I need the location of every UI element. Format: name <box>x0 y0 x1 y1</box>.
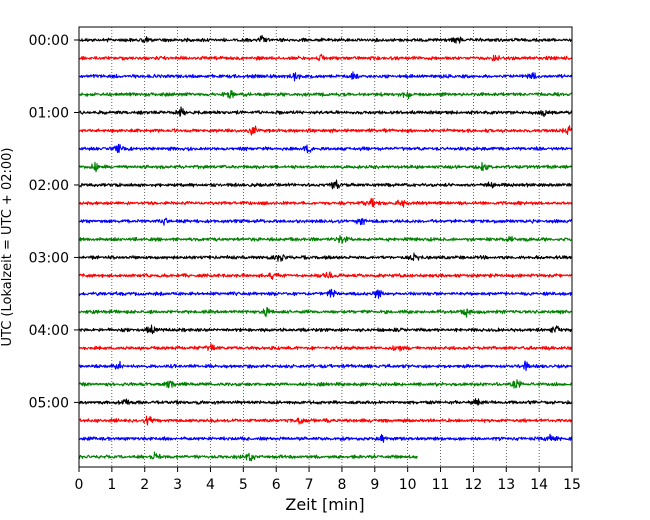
trace-line <box>78 125 573 136</box>
trace-line <box>78 234 573 244</box>
x-tick-label: 6 <box>272 477 281 493</box>
trace-line <box>78 360 573 372</box>
trace-line <box>78 306 573 318</box>
trace-line <box>78 288 573 299</box>
vertical-gridlines <box>111 27 540 467</box>
trace-line <box>78 379 573 389</box>
x-tick-label: 12 <box>464 477 482 493</box>
trace-line <box>78 198 573 208</box>
trace-line <box>78 271 573 280</box>
trace-line <box>78 161 573 173</box>
y-tick-label: 04:00 <box>29 323 69 339</box>
trace-line <box>78 53 573 62</box>
x-tick-label: 7 <box>305 477 314 493</box>
y-tick-label: 02:00 <box>29 178 69 194</box>
x-tick-label: 0 <box>75 477 84 493</box>
trace-line <box>78 217 573 226</box>
x-tick-label: 15 <box>563 477 581 493</box>
trace-line <box>78 179 573 190</box>
x-axis-ticks: 0 1 2 3 4 5 6 7 8 9 10 11 12 13 14 15 <box>75 467 581 493</box>
trace-line <box>78 415 573 426</box>
x-axis-title: Zeit [min] <box>285 495 364 514</box>
x-tick-label: 10 <box>399 477 417 493</box>
trace-line <box>78 433 573 443</box>
y-axis-title: UTC (Lokalzeit = UTC + 02:00) <box>0 148 15 347</box>
x-tick-label: 1 <box>107 477 116 493</box>
y-tick-label: 03:00 <box>29 250 69 266</box>
trace-line <box>78 89 573 100</box>
x-tick-label: 2 <box>140 477 149 493</box>
x-tick-label: 4 <box>206 477 215 493</box>
trace-line <box>78 252 573 262</box>
y-axis-ticks: 00:00 01:00 02:00 03:00 04:00 05:00 <box>29 33 79 411</box>
y-tick-label: 01:00 <box>29 105 69 121</box>
x-tick-label: 13 <box>497 477 515 493</box>
trace-line <box>78 324 573 335</box>
y-tick-label: 00:00 <box>29 33 69 49</box>
x-tick-label: 8 <box>337 477 346 493</box>
plot-frame <box>78 26 573 468</box>
trace-line <box>78 398 573 406</box>
x-tick-label: 14 <box>530 477 548 493</box>
trace-line <box>78 343 573 352</box>
x-tick-label: 3 <box>173 477 182 493</box>
x-tick-label: 5 <box>239 477 248 493</box>
y-tick-label: 05:00 <box>29 395 69 411</box>
seismogram-traces <box>78 34 573 462</box>
trace-line <box>78 34 573 44</box>
trace-line <box>78 106 573 118</box>
x-tick-label: 9 <box>370 477 379 493</box>
x-tick-label: 11 <box>432 477 450 493</box>
trace-line <box>78 143 573 154</box>
trace-line <box>78 451 418 462</box>
trace-line <box>78 71 573 82</box>
